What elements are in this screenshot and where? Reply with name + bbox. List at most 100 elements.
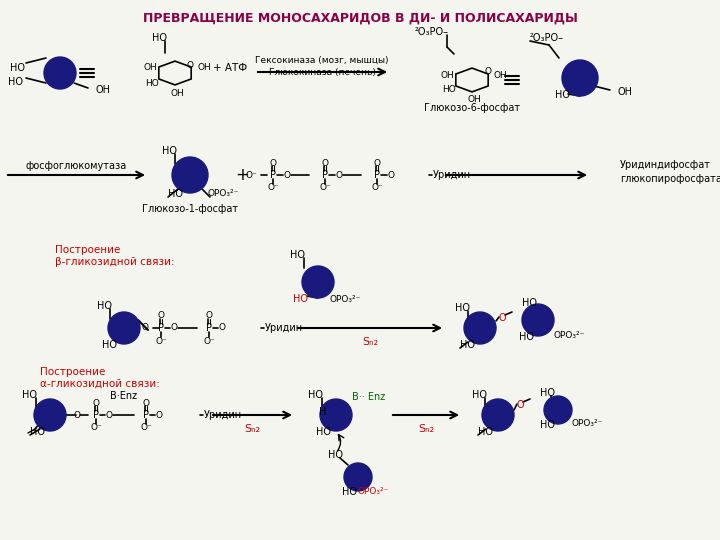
Text: O⁻: O⁻ [90,423,102,433]
Text: O⁻: O⁻ [371,184,383,192]
Circle shape [482,399,514,431]
Circle shape [108,312,140,344]
Text: HO: HO [522,298,537,308]
Circle shape [464,312,496,344]
Text: B·· Enz: B·· Enz [352,392,385,402]
Text: HO: HO [162,146,177,156]
Text: O⁻: O⁻ [155,336,167,346]
Text: HO: HO [145,78,159,87]
Text: ²O₃PO–: ²O₃PO– [530,33,564,43]
Circle shape [44,57,76,89]
Text: + АТФ: + АТФ [213,63,247,73]
Text: ²O₃PO–: ²O₃PO– [415,27,449,37]
Text: O⁻: O⁻ [319,184,331,192]
Text: O: O [143,399,150,408]
Text: β-гликозидной связи:: β-гликозидной связи: [55,257,175,267]
Text: OPO₃²⁻: OPO₃²⁻ [554,332,585,341]
Text: H: H [319,407,326,417]
Text: OH: OH [143,64,157,72]
Text: O⁻: O⁻ [267,184,279,192]
Text: P: P [322,170,328,180]
Text: OPO₃²⁻: OPO₃²⁻ [330,294,361,303]
Text: HO: HO [22,390,37,400]
Text: P: P [143,410,149,420]
Text: HO: HO [478,427,493,437]
Text: P: P [374,170,380,180]
Text: HO: HO [308,390,323,400]
Text: O⁻: O⁻ [246,171,257,179]
Text: HO: HO [455,303,470,313]
Text: O: O [485,68,492,77]
Text: OPO₃²⁻: OPO₃²⁻ [208,190,239,199]
Text: Уридин: Уридин [433,170,471,180]
Text: P: P [270,170,276,180]
Text: OPO₃²⁻: OPO₃²⁻ [572,418,603,428]
Circle shape [34,399,66,431]
Text: глюкопирофосфатаза: глюкопирофосфатаза [620,174,720,184]
Text: HO: HO [168,189,183,199]
Text: O: O [387,171,395,179]
Text: HO: HO [460,340,475,350]
Text: O: O [516,400,524,410]
Text: O: O [106,410,112,420]
Text: OPO₃²⁻: OPO₃²⁻ [357,488,388,496]
Text: Гексокиназа (мозг, мышцы): Гексокиназа (мозг, мышцы) [256,56,389,64]
Text: Построение: Построение [40,367,105,377]
Text: Глюкозо-1-фосфат: Глюкозо-1-фосфат [142,204,238,214]
Circle shape [344,463,372,491]
Circle shape [320,399,352,431]
Text: O: O [336,171,343,179]
Text: B·Enz: B·Enz [110,391,137,401]
Text: Глюкозо-6-фосфат: Глюкозо-6-фосфат [424,103,520,113]
Circle shape [562,60,598,96]
Text: O: O [171,323,178,333]
Text: HO: HO [293,294,308,304]
Circle shape [522,304,554,336]
Text: OH: OH [96,85,111,95]
Text: OH: OH [494,71,508,79]
Text: OH: OH [170,89,184,98]
Text: O: O [269,159,276,167]
Text: HO: HO [540,388,555,398]
Text: HO: HO [442,85,456,94]
Text: Sₙ₂: Sₙ₂ [418,424,434,434]
Text: HO: HO [290,250,305,260]
Text: O: O [186,60,194,70]
Text: HO: HO [30,427,45,437]
Text: HO: HO [555,90,570,100]
Text: HO: HO [519,332,534,342]
Text: OH: OH [440,71,454,79]
Text: OH: OH [467,96,481,105]
Text: O⁻: O⁻ [203,336,215,346]
Text: HO: HO [342,487,357,497]
Circle shape [302,266,334,298]
Circle shape [172,157,208,193]
Circle shape [544,396,572,424]
Text: Уридиндифосфат: Уридиндифосфат [620,160,711,170]
Text: O: O [498,313,506,323]
Text: +: + [235,166,249,184]
Text: Sₙ₂: Sₙ₂ [362,337,378,347]
Text: O: O [374,159,380,167]
Text: HO: HO [97,301,112,311]
Text: OH: OH [618,87,633,97]
Text: α-гликозидной связи:: α-гликозидной связи: [40,379,160,389]
Text: Уридин: Уридин [204,410,242,420]
Text: OH: OH [197,64,211,72]
Text: HO: HO [316,427,331,437]
Text: O: O [322,159,328,167]
Text: HO: HO [102,340,117,350]
Text: P: P [93,410,99,420]
Text: P: P [206,323,212,333]
Text: O: O [74,410,81,420]
Text: O: O [142,323,149,333]
Text: O: O [205,312,212,321]
Text: фосфоглюкомутаза: фосфоглюкомутаза [25,161,127,171]
Text: O: O [156,410,163,420]
Text: Уридин·: Уридин· [265,323,306,333]
Text: Построение: Построение [55,245,120,255]
Text: HO: HO [472,390,487,400]
Text: ПРЕВРАЩЕНИЕ МОНОСАХАРИДОВ В ДИ- И ПОЛИСАХАРИДЫ: ПРЕВРАЩЕНИЕ МОНОСАХАРИДОВ В ДИ- И ПОЛИСА… [143,12,577,25]
Text: HO: HO [540,420,555,430]
Text: HO: HO [152,33,167,43]
